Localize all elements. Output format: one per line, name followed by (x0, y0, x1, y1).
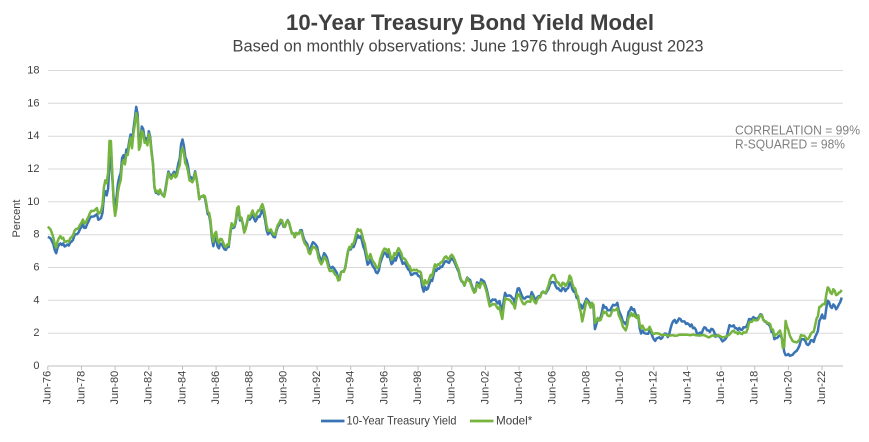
svg-text:Jun-90: Jun-90 (277, 371, 289, 405)
svg-text:16: 16 (27, 97, 39, 109)
svg-text:Jun-16: Jun-16 (715, 371, 727, 405)
svg-text:Based on monthly observations:: Based on monthly observations: June 1976… (233, 37, 704, 55)
svg-text:10: 10 (27, 196, 39, 208)
svg-text:Jun-96: Jun-96 (378, 371, 390, 405)
svg-text:18: 18 (27, 65, 39, 77)
svg-text:14: 14 (27, 130, 39, 142)
svg-text:Jun-80: Jun-80 (109, 371, 121, 405)
svg-text:Jun-98: Jun-98 (412, 371, 424, 405)
svg-text:Jun-92: Jun-92 (311, 371, 323, 405)
svg-text:Jun-82: Jun-82 (143, 371, 155, 405)
svg-text:Model*: Model* (496, 414, 533, 428)
svg-text:12: 12 (27, 163, 39, 175)
svg-text:Jun-88: Jun-88 (244, 371, 256, 405)
svg-text:Jun-06: Jun-06 (547, 371, 559, 405)
svg-text:Jun-08: Jun-08 (580, 371, 592, 405)
svg-text:Jun-86: Jun-86 (210, 371, 222, 405)
svg-text:2: 2 (33, 327, 39, 339)
svg-text:Jun-00: Jun-00 (446, 371, 458, 405)
svg-text:Jun-94: Jun-94 (345, 371, 357, 405)
svg-text:Jun-84: Jun-84 (176, 371, 188, 405)
svg-text:Jun-78: Jun-78 (75, 371, 87, 405)
svg-text:10-Year Treasury Bond Yield Mo: 10-Year Treasury Bond Yield Model (286, 10, 654, 35)
svg-text:CORRELATION = 99%: CORRELATION = 99% (735, 123, 860, 138)
svg-text:Jun-76: Jun-76 (42, 371, 54, 405)
svg-text:Jun-12: Jun-12 (648, 371, 660, 405)
svg-text:Jun-14: Jun-14 (681, 371, 693, 405)
svg-text:Jun-20: Jun-20 (782, 371, 794, 405)
svg-text:6: 6 (33, 262, 39, 274)
svg-text:Percent: Percent (11, 200, 23, 238)
svg-text:Jun-18: Jun-18 (749, 371, 761, 405)
svg-text:Jun-04: Jun-04 (513, 371, 525, 405)
svg-text:Jun-22: Jun-22 (816, 371, 828, 405)
svg-text:Jun-10: Jun-10 (614, 371, 626, 405)
svg-text:0: 0 (33, 360, 39, 372)
svg-text:8: 8 (33, 229, 39, 241)
svg-text:R-SQUARED = 98%: R-SQUARED = 98% (735, 136, 845, 151)
svg-text:4: 4 (33, 294, 39, 306)
svg-text:10-Year Treasury Yield: 10-Year Treasury Yield (347, 414, 457, 428)
svg-text:Jun-02: Jun-02 (479, 371, 491, 405)
